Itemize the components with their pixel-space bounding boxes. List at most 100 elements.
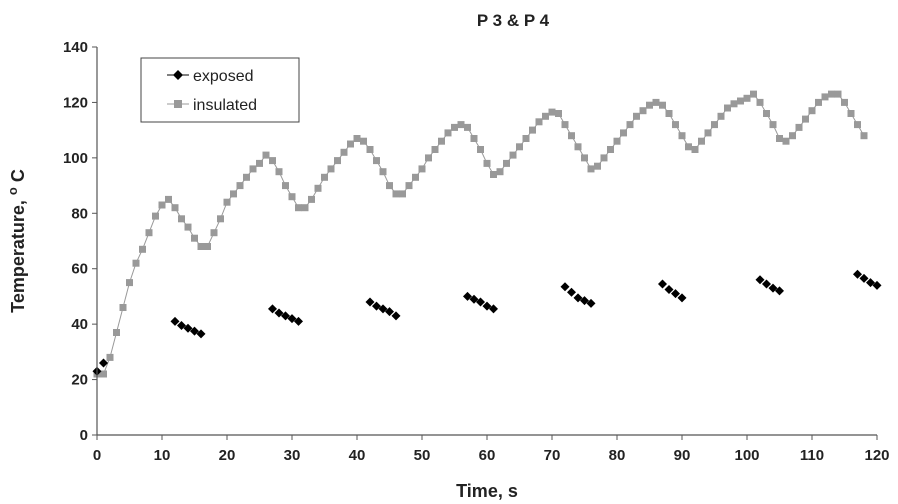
- insulated-data-point: [119, 304, 127, 311]
- insulated-data-point: [223, 198, 231, 206]
- insulated-data-point: [568, 132, 575, 140]
- x-axis-title: Time, s: [456, 481, 518, 501]
- insulated-data-point: [392, 190, 400, 198]
- insulated-data-point: [217, 215, 224, 223]
- insulated-data-point: [347, 140, 354, 148]
- exposed-data-point: [378, 304, 388, 314]
- insulated-data-point: [828, 90, 835, 98]
- insulated-data-point: [561, 121, 569, 129]
- legend-box: [140, 57, 300, 123]
- insulated-data-point: [724, 104, 731, 112]
- x-tick-label: 60: [479, 447, 496, 464]
- exposed-data-point: [762, 279, 771, 289]
- insulated-data-point: [366, 146, 374, 153]
- insulated-data-point: [522, 135, 530, 142]
- insulated-data-point: [639, 107, 647, 115]
- y-tick-label: 80: [71, 205, 88, 222]
- insulated-data-point: [841, 98, 848, 106]
- insulated-data-point: [191, 234, 198, 242]
- insulated-data-point: [620, 129, 627, 137]
- exposed-data-point: [560, 282, 570, 292]
- insulated-data-point: [860, 132, 868, 140]
- insulated-data-point: [100, 370, 107, 378]
- insulated-data-point: [288, 193, 296, 201]
- insulated-data-point: [399, 190, 406, 198]
- insulated-data-point: [711, 121, 718, 129]
- insulated-data-point: [743, 94, 751, 102]
- insulated-data-point: [139, 245, 146, 253]
- x-tick-label: 50: [414, 447, 431, 464]
- exposed-data-point: [586, 298, 596, 308]
- insulated-data-point: [548, 108, 556, 116]
- insulated-data-point: [737, 97, 744, 105]
- exposed-data-point: [859, 273, 869, 283]
- insulated-data-point: [210, 229, 218, 237]
- exposed-data-point: [274, 308, 284, 318]
- insulated-data-point: [308, 195, 315, 203]
- insulated-data-point: [600, 154, 608, 162]
- insulated-data-point: [321, 173, 328, 181]
- exposed-data-point: [183, 323, 193, 333]
- insulated-data-point: [704, 129, 712, 137]
- exposed-data-point: [482, 301, 492, 311]
- insulated-data-point: [756, 98, 764, 106]
- insulated-data-point: [685, 143, 692, 151]
- insulated-data-point: [464, 123, 471, 131]
- insulated-data-point: [626, 121, 634, 129]
- insulated-data-point: [405, 182, 413, 190]
- insulated-data-point: [802, 115, 809, 123]
- legend-label-insulated: insulated: [193, 97, 257, 114]
- y-tick-label: 100: [63, 150, 88, 167]
- y-axis-title-sup: o: [5, 187, 20, 195]
- exposed-data-point: [190, 326, 199, 336]
- exposed-data-point: [476, 297, 485, 307]
- insulated-data-point: [126, 279, 133, 287]
- insulated-data-point: [750, 90, 757, 98]
- x-tick-label: 10: [154, 447, 171, 464]
- insulated-data-point: [477, 146, 484, 153]
- insulated-data-point: [808, 107, 816, 115]
- exposed-data-point: [677, 293, 687, 303]
- y-tick-label: 40: [71, 316, 88, 333]
- insulated-data-point: [158, 201, 166, 209]
- insulated-data-point: [165, 195, 172, 203]
- insulated-data-point: [262, 151, 270, 159]
- exposed-data-point: [372, 301, 381, 311]
- insulated-data-point: [457, 121, 465, 129]
- exposed-data-point: [391, 311, 401, 321]
- exposed-data-point: [281, 311, 290, 321]
- insulated-data-point: [438, 137, 445, 145]
- insulated-data-point: [574, 143, 582, 151]
- insulated-data-point: [275, 168, 283, 176]
- insulated-data-point: [178, 215, 185, 223]
- insulated-data-point: [665, 110, 673, 117]
- insulated-data-point: [646, 101, 653, 109]
- insulated-data-point: [269, 157, 276, 165]
- insulated-data-point: [451, 123, 458, 131]
- insulated-data-point: [425, 154, 432, 162]
- exposed-data-point: [755, 275, 765, 285]
- exposed-data-point: [664, 285, 674, 294]
- insulated-data-point: [483, 159, 491, 167]
- y-axis-title: Temperature, o C: [5, 169, 28, 313]
- x-tick-label: 70: [544, 447, 561, 464]
- x-tick-label: 30: [284, 447, 301, 464]
- exposed-data-point: [872, 280, 882, 290]
- insulated-data-point: [490, 171, 497, 178]
- insulated-data-point: [633, 112, 640, 120]
- insulated-data-point: [334, 157, 341, 165]
- insulated-data-point: [412, 173, 419, 181]
- insulated-data-point: [230, 190, 237, 198]
- insulated-data-point: [763, 110, 770, 117]
- insulated-data-point: [184, 223, 192, 231]
- insulated-data-point: [282, 182, 289, 190]
- insulated-data-point: [555, 110, 562, 117]
- insulated-data-point: [236, 182, 244, 190]
- legend-diamond-marker: [173, 70, 183, 80]
- insulated-data-point: [340, 148, 348, 156]
- insulated-data-point: [691, 146, 699, 153]
- insulated-data-point: [847, 110, 855, 117]
- insulated-data-point: [672, 121, 679, 129]
- legend-square-marker: [174, 100, 182, 108]
